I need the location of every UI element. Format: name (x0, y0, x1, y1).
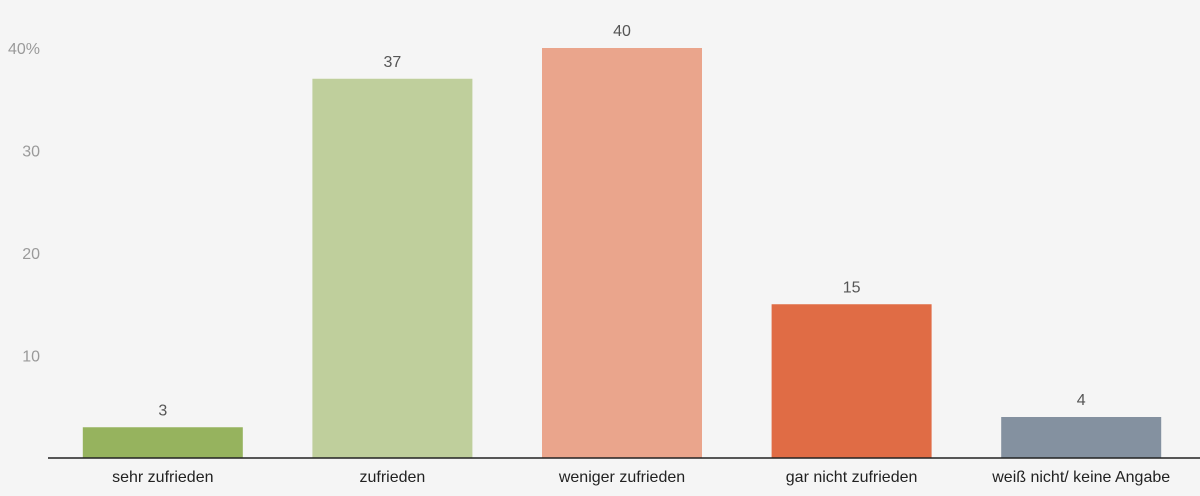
y-tick-label: 20 (22, 246, 40, 263)
bar (542, 48, 702, 458)
x-category-label: sehr zufrieden (112, 469, 213, 486)
y-tick-label: 10 (22, 349, 40, 366)
x-category-label: weniger zufrieden (558, 469, 685, 486)
x-axis: sehr zufrieden zufrieden weniger zufrieden… (112, 469, 1170, 486)
bar (1001, 417, 1162, 458)
bar-value-label: 4 (1077, 392, 1086, 409)
y-axis: 10 20 30 40% (8, 41, 40, 366)
bar-value-label: 40 (613, 23, 631, 40)
bar (312, 78, 473, 458)
y-tick-label: 40% (8, 41, 40, 58)
x-category-label: weiß nicht/ keine Angabe (991, 469, 1170, 486)
bar (771, 304, 932, 458)
bar-value-label: 37 (384, 54, 402, 71)
bar-value-label: 15 (843, 279, 861, 296)
y-tick-label: 30 (22, 144, 40, 161)
x-category-label: gar nicht zufrieden (786, 469, 918, 486)
bars: 3 37 40 15 4 (82, 23, 1162, 458)
bar (82, 427, 243, 458)
x-category-label: zufrieden (359, 469, 425, 486)
bar-value-label: 3 (158, 402, 167, 419)
